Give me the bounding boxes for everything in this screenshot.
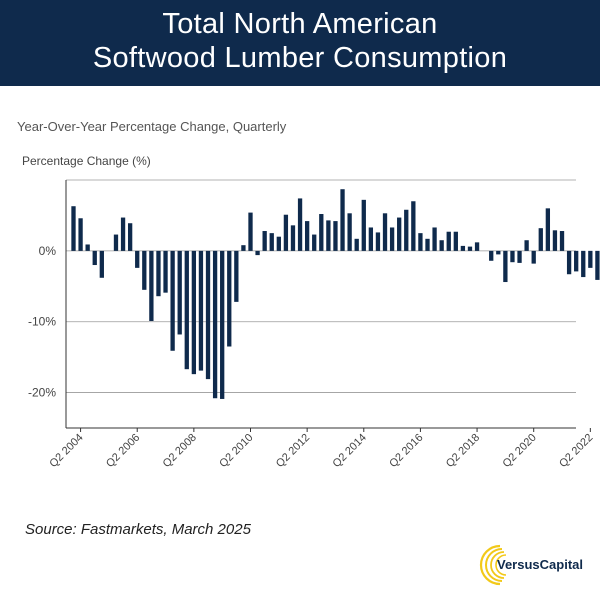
bar bbox=[595, 250, 600, 280]
bar bbox=[510, 250, 515, 263]
y-tick-label: -20% bbox=[28, 386, 56, 400]
bar bbox=[545, 208, 551, 251]
bar bbox=[220, 250, 225, 399]
bar bbox=[368, 227, 374, 251]
bar bbox=[340, 189, 345, 251]
bar bbox=[503, 250, 508, 283]
bar bbox=[163, 250, 168, 293]
x-tick-label: Q2 2018 bbox=[444, 432, 482, 470]
x-tick-label: Q2 2014 bbox=[331, 432, 369, 470]
bar bbox=[127, 223, 133, 251]
bar bbox=[177, 250, 182, 335]
bar bbox=[361, 199, 366, 251]
bar bbox=[297, 198, 303, 251]
y-axis-label: Percentage Change (%) bbox=[22, 154, 151, 168]
bar bbox=[92, 250, 97, 266]
bar bbox=[489, 250, 494, 261]
bar bbox=[312, 234, 317, 251]
x-tick-label: Q2 2016 bbox=[387, 432, 425, 470]
title-line-1: Total North American bbox=[162, 8, 438, 40]
bar bbox=[142, 250, 147, 290]
bar bbox=[333, 221, 338, 251]
bar bbox=[276, 236, 281, 251]
x-tick-label: Q2 2004 bbox=[47, 432, 85, 470]
chart-subtitle: Year-Over-Year Percentage Change, Quarte… bbox=[17, 119, 287, 134]
bar bbox=[382, 213, 388, 251]
bar bbox=[262, 231, 267, 251]
bar bbox=[425, 238, 430, 251]
bar bbox=[85, 244, 90, 251]
bar bbox=[517, 250, 522, 263]
bar bbox=[552, 230, 558, 251]
bar bbox=[446, 231, 451, 251]
bar bbox=[283, 214, 289, 251]
bar bbox=[269, 233, 274, 251]
bar bbox=[467, 246, 473, 251]
bar bbox=[184, 250, 189, 370]
bar bbox=[113, 234, 119, 251]
bar bbox=[496, 250, 501, 255]
bar bbox=[531, 250, 536, 264]
bar bbox=[241, 245, 246, 251]
bar bbox=[212, 250, 218, 399]
bar bbox=[375, 232, 381, 251]
bar bbox=[149, 250, 154, 322]
bar bbox=[99, 250, 104, 278]
bar bbox=[404, 209, 409, 251]
bar bbox=[319, 214, 324, 251]
x-tick-label: Q2 2008 bbox=[161, 432, 199, 470]
bar bbox=[574, 250, 579, 272]
bar bbox=[581, 250, 586, 278]
bar bbox=[347, 213, 352, 251]
bar bbox=[559, 231, 565, 251]
bar bbox=[120, 217, 126, 251]
bar bbox=[304, 221, 310, 251]
bar bbox=[290, 225, 296, 251]
bar bbox=[248, 212, 253, 251]
bar bbox=[198, 250, 204, 371]
source-note: Source: Fastmarkets, March 2025 bbox=[25, 521, 251, 538]
bar bbox=[453, 231, 458, 251]
bar bbox=[538, 228, 543, 251]
x-tick-label: Q2 2010 bbox=[217, 432, 255, 470]
bar bbox=[135, 250, 140, 268]
bar bbox=[460, 245, 466, 251]
bar bbox=[566, 250, 572, 275]
x-tick-label: Q2 2020 bbox=[500, 432, 538, 470]
bar bbox=[411, 201, 416, 251]
bar bbox=[156, 250, 161, 297]
bar bbox=[439, 240, 444, 251]
bar bbox=[432, 227, 437, 251]
bar bbox=[389, 227, 395, 251]
versus-capital-logo-icon bbox=[479, 544, 507, 586]
bar bbox=[170, 250, 175, 351]
bar bbox=[191, 250, 197, 375]
bar bbox=[588, 250, 593, 268]
bar bbox=[205, 250, 211, 380]
y-tick-label: -10% bbox=[28, 315, 56, 329]
bar bbox=[78, 218, 83, 251]
bar bbox=[326, 220, 331, 251]
bar bbox=[418, 233, 423, 251]
x-tick-label: Q2 2006 bbox=[104, 432, 142, 470]
bar bbox=[474, 242, 480, 251]
bar bbox=[234, 250, 239, 302]
title-line-2: Softwood Lumber Consumption bbox=[92, 42, 508, 74]
bar bbox=[524, 240, 529, 251]
bar bbox=[397, 217, 402, 251]
bar bbox=[71, 206, 76, 251]
x-tick-label: Q2 2022 bbox=[557, 432, 595, 470]
y-tick-label: 0% bbox=[39, 244, 57, 258]
title-banner: Total North American Softwood Lumber Con… bbox=[0, 0, 600, 86]
bar bbox=[354, 238, 359, 251]
bar bbox=[255, 250, 260, 256]
x-tick-label: Q2 2012 bbox=[274, 432, 312, 470]
bar bbox=[227, 250, 232, 347]
logo-text: VersusCapital bbox=[497, 557, 583, 572]
